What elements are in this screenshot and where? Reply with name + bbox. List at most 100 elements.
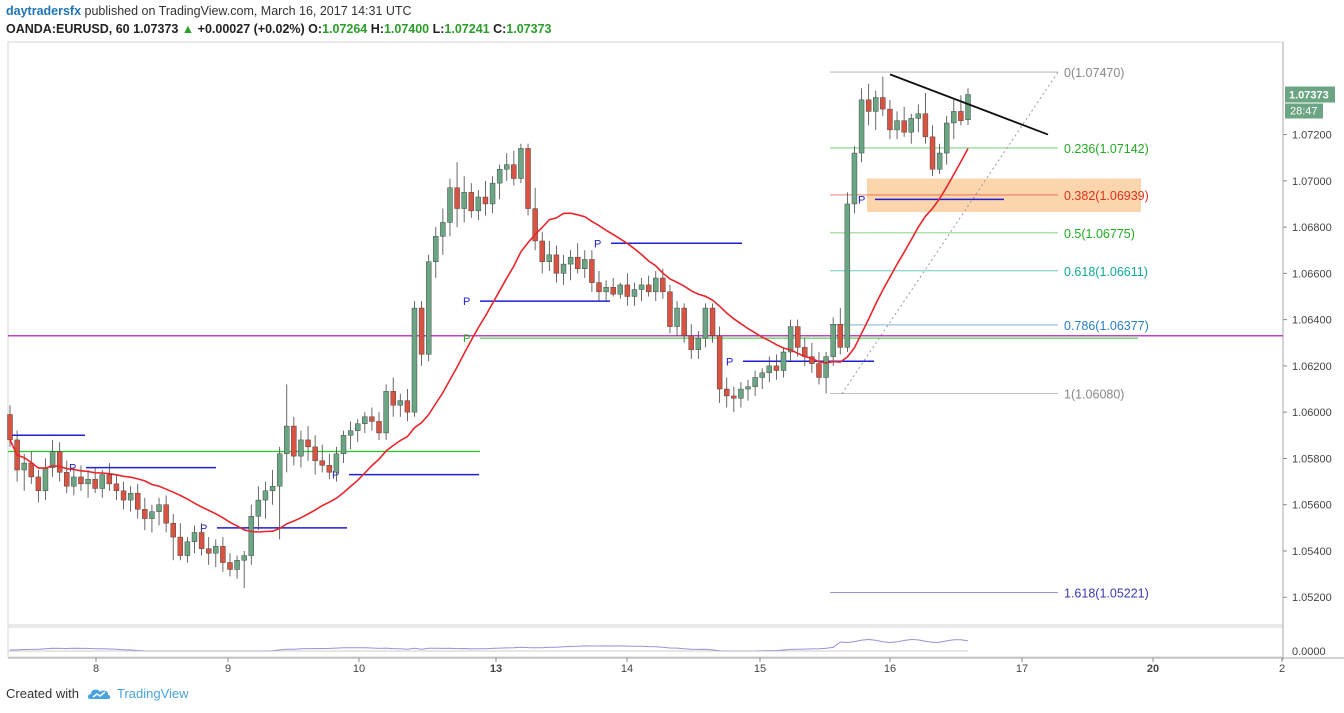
candle-body bbox=[773, 365, 780, 371]
candle-body bbox=[759, 372, 765, 378]
oscillator-pane bbox=[7, 626, 1284, 658]
published-text: published on TradingView.com, March 16, … bbox=[84, 4, 412, 18]
candle-body bbox=[241, 555, 247, 561]
countdown-text: 28:47 bbox=[1290, 106, 1318, 118]
candle-body bbox=[482, 196, 489, 205]
candle-body bbox=[674, 307, 680, 327]
candle-body bbox=[567, 256, 574, 265]
candle-body bbox=[397, 400, 403, 406]
candle-body bbox=[184, 541, 191, 556]
high-label: H: bbox=[370, 22, 384, 36]
x-tick-label: 17 bbox=[1016, 663, 1028, 675]
candle-body bbox=[92, 479, 98, 489]
high-value: 1.07400 bbox=[383, 22, 430, 36]
pivot-marker: P bbox=[200, 523, 207, 535]
price-label-text: 1.07373 bbox=[1289, 90, 1329, 102]
fib-level-label: 1.618(1.05221) bbox=[1064, 586, 1149, 600]
candle-body bbox=[702, 307, 709, 339]
candle-body bbox=[589, 259, 595, 283]
candle-body bbox=[99, 474, 105, 489]
candle-body bbox=[49, 451, 56, 468]
candle-body bbox=[936, 152, 943, 170]
candle-body bbox=[582, 259, 588, 269]
candle-body bbox=[269, 485, 276, 492]
tradingview-logo-icon bbox=[87, 689, 111, 699]
y-tick-label: 1.05600 bbox=[1292, 500, 1332, 512]
x-tick-label: 20 bbox=[1147, 663, 1159, 675]
candle-body bbox=[887, 108, 893, 131]
candle-body bbox=[844, 203, 851, 348]
candle-body bbox=[575, 256, 581, 269]
x-tick-label: 2 bbox=[1279, 663, 1285, 675]
candle-body bbox=[220, 546, 226, 563]
candle-body bbox=[851, 152, 858, 205]
candle-body bbox=[305, 439, 311, 448]
candle-body bbox=[709, 307, 716, 337]
candle-body bbox=[383, 391, 389, 434]
candle-body bbox=[205, 548, 212, 554]
candle-body bbox=[120, 490, 127, 501]
x-tick-label: 10 bbox=[353, 663, 365, 675]
candle-body bbox=[248, 516, 254, 556]
candle-body bbox=[191, 532, 198, 542]
candle-body bbox=[468, 192, 474, 212]
candle-body bbox=[326, 465, 333, 473]
price-chart[interactable]: 1.07200 1.07000 1.06800 1.06600 1.06400 1.062… bbox=[0, 0, 1344, 680]
candle-body bbox=[901, 120, 907, 133]
candle-body bbox=[624, 284, 631, 297]
candle-body bbox=[135, 492, 141, 510]
candle-body bbox=[965, 94, 971, 120]
candle-body bbox=[170, 523, 176, 538]
candle-body bbox=[823, 356, 829, 378]
fib-level-label: 1(1.06080) bbox=[1064, 388, 1124, 402]
candle-body bbox=[213, 546, 219, 554]
footer: Created with TradingView bbox=[6, 686, 189, 701]
candle-body bbox=[454, 187, 460, 209]
candle-body bbox=[880, 97, 886, 110]
countdown-box bbox=[1285, 103, 1323, 119]
y-tick-label: 1.06600 bbox=[1292, 268, 1332, 280]
candle-body bbox=[142, 509, 148, 519]
candle-body bbox=[873, 97, 879, 112]
y-tick-label: 1.05800 bbox=[1292, 453, 1332, 465]
candle-body bbox=[255, 499, 262, 517]
candle-body bbox=[638, 284, 645, 290]
candle-body bbox=[511, 164, 517, 179]
candle-body bbox=[724, 388, 730, 397]
candle-body bbox=[922, 113, 929, 138]
tradingview-link[interactable]: TradingView bbox=[87, 686, 189, 701]
candle-body bbox=[362, 416, 368, 424]
fib-level-label: 0.618(1.06611) bbox=[1064, 265, 1148, 279]
candle-body bbox=[915, 113, 922, 119]
candle-body bbox=[284, 425, 290, 455]
candle-body bbox=[553, 254, 560, 274]
candle-body bbox=[766, 365, 773, 374]
candle-body bbox=[404, 400, 411, 413]
fib-level-label: 0(1.07470) bbox=[1064, 66, 1124, 80]
moving-average-line bbox=[9, 148, 969, 533]
resistance-trendline bbox=[889, 73, 1049, 136]
candle-body bbox=[376, 421, 382, 434]
candle-body bbox=[865, 99, 872, 112]
candle-body bbox=[262, 490, 269, 501]
created-with-label: Created with bbox=[6, 686, 79, 701]
pivot-marker: P bbox=[332, 470, 339, 482]
pivot-marker: P bbox=[463, 296, 470, 308]
candle-body bbox=[518, 148, 524, 179]
candle-body bbox=[787, 326, 794, 353]
x-tick-label: 14 bbox=[621, 663, 633, 675]
y-tick-label: 1.05400 bbox=[1292, 546, 1332, 558]
close-value: 1.07373 bbox=[506, 22, 552, 36]
candle-body bbox=[227, 562, 233, 570]
symbol-label: OANDA:EURUSD, 60 bbox=[6, 22, 130, 36]
candle-body bbox=[681, 307, 687, 337]
candle-body bbox=[163, 504, 169, 524]
author-link[interactable]: daytradersfx bbox=[6, 4, 82, 18]
candle-body bbox=[958, 111, 964, 121]
price-change: +0.00027 (+0.02%) bbox=[197, 22, 305, 36]
open-value: 1.07264 bbox=[322, 22, 368, 36]
y-tick-label: 1.05200 bbox=[1292, 592, 1332, 604]
candle-body bbox=[418, 307, 425, 355]
candle-body bbox=[71, 476, 77, 487]
candle-body bbox=[333, 453, 340, 473]
